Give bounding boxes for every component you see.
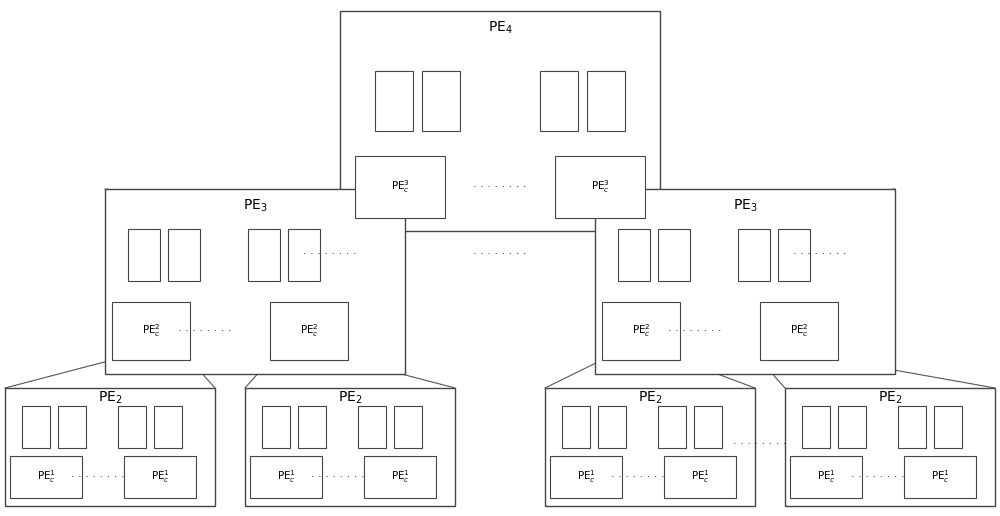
Bar [245,388,455,506]
Bar [154,406,182,448]
Text: PE$_c^2$: PE$_c^2$ [790,322,808,340]
Bar [250,456,322,498]
Text: PE$_c^1$: PE$_c^1$ [931,469,949,486]
Bar [105,189,405,374]
Bar [298,406,326,448]
Bar [934,406,962,448]
Text: PE$_c^1$: PE$_c^1$ [37,469,55,486]
Text: PE$_c^1$: PE$_c^1$ [151,469,169,486]
Text: · · · · · · · ·: · · · · · · · · [178,326,232,336]
Text: · · · · · · · ·: · · · · · · · · [668,326,722,336]
Bar [562,406,590,448]
Bar [658,406,686,448]
Text: PE$_c^2$: PE$_c^2$ [142,322,160,340]
Bar [545,388,755,506]
Bar [595,189,895,374]
Bar [598,406,626,448]
Text: · · · · · · · ·: · · · · · · · · [733,439,787,449]
Bar [802,406,830,448]
Bar [340,11,660,231]
Bar [112,302,190,360]
Bar [785,388,995,506]
Bar [364,456,436,498]
Text: PE$_c^1$: PE$_c^1$ [577,469,595,486]
Bar [118,406,146,448]
Bar [262,406,290,448]
Text: · · · · · · · ·: · · · · · · · · [71,472,125,482]
Bar [587,71,625,131]
Text: · · · · · · · ·: · · · · · · · · [611,472,665,482]
Text: PE$_c^3$: PE$_c^3$ [391,179,409,196]
Bar [658,229,690,281]
Text: PE$_c^2$: PE$_c^2$ [300,322,318,340]
Text: PE$_4$: PE$_4$ [488,20,512,36]
Bar [288,229,320,281]
Bar [790,456,862,498]
Bar [58,406,86,448]
Text: PE$_c^1$: PE$_c^1$ [277,469,295,486]
Bar [358,406,386,448]
Bar [898,406,926,448]
Bar [738,229,770,281]
Bar [602,302,680,360]
Text: PE$_2$: PE$_2$ [98,390,122,406]
Bar [375,71,413,131]
Text: PE$_2$: PE$_2$ [878,390,902,406]
Bar [694,406,722,448]
Bar [124,456,196,498]
Bar [838,406,866,448]
Text: · · · · · · · ·: · · · · · · · · [793,249,847,259]
Bar [664,456,736,498]
Bar [10,456,82,498]
Bar [422,71,460,131]
Text: PE$_c^3$: PE$_c^3$ [591,179,609,196]
Text: PE$_2$: PE$_2$ [638,390,662,406]
Text: PE$_c^1$: PE$_c^1$ [817,469,835,486]
Text: · · · · · · · ·: · · · · · · · · [311,472,365,482]
Bar [168,229,200,281]
Bar [355,156,445,218]
Bar [550,456,622,498]
Text: PE$_2$: PE$_2$ [338,390,362,406]
Text: · · · · · · · ·: · · · · · · · · [473,182,527,192]
Text: PE$_c^2$: PE$_c^2$ [632,322,650,340]
Text: PE$_3$: PE$_3$ [243,198,267,214]
Bar [22,406,50,448]
Bar [540,71,578,131]
Text: · · · · · · · ·: · · · · · · · · [473,249,527,259]
Bar [128,229,160,281]
Text: PE$_3$: PE$_3$ [733,198,757,214]
Text: PE$_c^1$: PE$_c^1$ [691,469,709,486]
Bar [270,302,348,360]
Bar [618,229,650,281]
Bar [778,229,810,281]
Bar [904,456,976,498]
Text: PE$_c^1$: PE$_c^1$ [391,469,409,486]
Bar [555,156,645,218]
Bar [248,229,280,281]
Bar [5,388,215,506]
Text: · · · · · · · ·: · · · · · · · · [303,249,357,259]
Bar [394,406,422,448]
Bar [760,302,838,360]
Text: · · · · · · · ·: · · · · · · · · [851,472,905,482]
